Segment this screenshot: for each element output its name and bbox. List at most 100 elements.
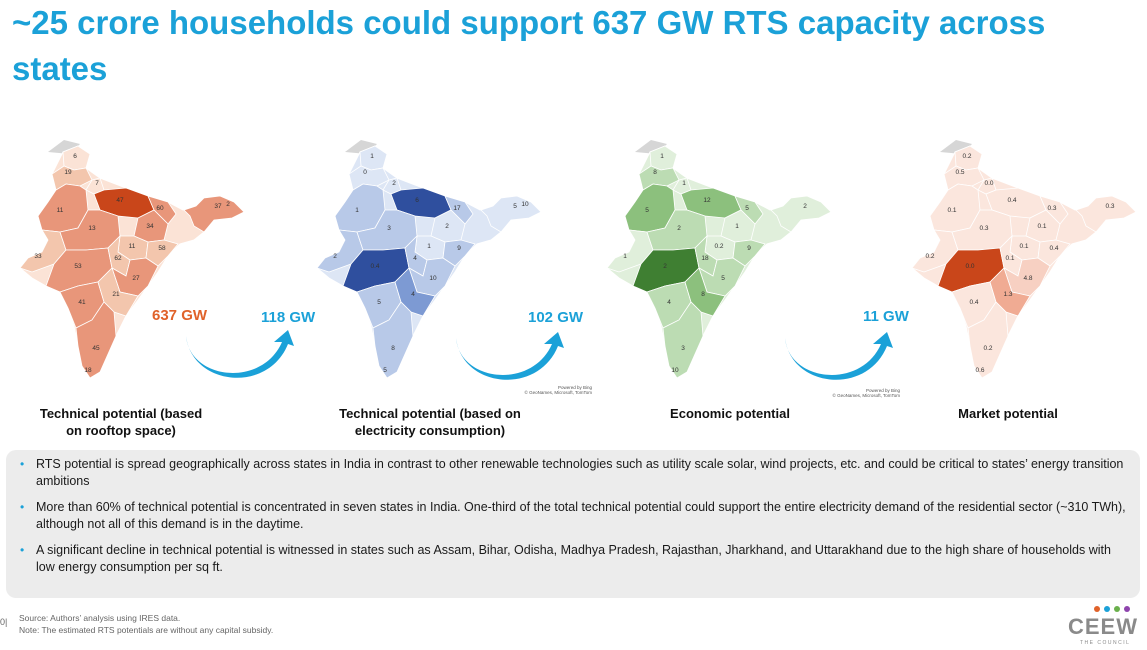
state-value-label: 2 bbox=[663, 263, 667, 270]
state-value-label: 18 bbox=[84, 367, 92, 374]
technical-potential-rooftop-map: 6 19 7 11 47 60 37 33 13 34 11 58 53 62 27 41 21 45 18 2 bbox=[8, 140, 258, 390]
bullet-icon: • bbox=[20, 457, 25, 471]
state-value-label: 45 bbox=[92, 345, 100, 352]
logo-subtitle: THE COUNCIL bbox=[1080, 640, 1131, 646]
state-region bbox=[1075, 195, 1137, 233]
state-value-label: 13 bbox=[88, 225, 96, 232]
state-value-label: 34 bbox=[146, 223, 154, 230]
gw-value-market: 11 GW bbox=[863, 308, 909, 325]
gw-value-technical-rooftop: 637 GW bbox=[152, 307, 208, 324]
key-findings-panel bbox=[6, 450, 1140, 598]
curved-arrow-icon bbox=[456, 332, 564, 380]
technical-potential-consumption-map: 1 0 2 1 6 17 5 2 3 2 1 9 0.4 4 10 5 4 8 5 10 bbox=[305, 140, 555, 390]
state-value-label: 1.3 bbox=[1003, 291, 1012, 298]
logo-dot bbox=[1124, 606, 1130, 612]
state-region bbox=[662, 301, 704, 379]
curved-arrow-icon bbox=[785, 332, 893, 380]
credit-line: Powered by Bing bbox=[557, 385, 592, 390]
state-value-label: 0.2 bbox=[714, 243, 723, 250]
state-value-label: 8 bbox=[391, 345, 395, 352]
state-value-label: 2 bbox=[677, 225, 681, 232]
logo-dot bbox=[1114, 606, 1120, 612]
state-value-label: 5 bbox=[513, 203, 517, 210]
state-value-label: 0.1 bbox=[1019, 243, 1028, 250]
gw-value-technical-consumption: 118 GW bbox=[261, 309, 316, 326]
state-value-label: 0.5 bbox=[955, 169, 964, 176]
state-value-label: 0.4 bbox=[1007, 197, 1016, 204]
state-value-label: 7 bbox=[95, 180, 99, 187]
state-value-label: 0.1 bbox=[1005, 255, 1014, 262]
state-value-label: 41 bbox=[78, 299, 86, 306]
state-value-label: 11 bbox=[129, 243, 136, 250]
state-value-label: 0.3 bbox=[1047, 205, 1056, 212]
state-value-label: 1 bbox=[370, 153, 374, 160]
state-value-label: 4 bbox=[413, 255, 417, 262]
state-value-label: 10 bbox=[521, 201, 529, 208]
credit-line: Powered by Bing bbox=[865, 388, 900, 393]
state-value-label: 4 bbox=[667, 299, 671, 306]
state-value-label: 5 bbox=[721, 275, 725, 282]
bullet-text: More than 60% of technical potential is … bbox=[36, 500, 1126, 531]
curved-arrow-icon bbox=[186, 330, 294, 378]
state-region bbox=[480, 195, 542, 233]
state-value-label: 0.4 bbox=[370, 263, 379, 270]
state-value-label: 10 bbox=[429, 275, 437, 282]
state-value-label: 8 bbox=[701, 291, 705, 298]
state-value-label: 9 bbox=[747, 245, 751, 252]
state-value-label: 27 bbox=[132, 275, 140, 282]
bullet-icon: • bbox=[20, 500, 25, 514]
state-value-label: 18 bbox=[701, 255, 709, 262]
state-region bbox=[183, 195, 245, 233]
state-value-label: 1 bbox=[355, 207, 359, 214]
india-map-svg-1: 6 19 7 11 47 60 37 33 13 34 11 58 53 62 27 41 21 45 18 2 bbox=[19, 140, 245, 379]
source-note: Source: Authors’ analysis using IRES dat… bbox=[19, 613, 181, 623]
key-findings-list: • RTS potential is spread geographically… bbox=[18, 456, 1128, 585]
india-map-svg-4: 0.2 0.5 0.0 0.1 0.4 0.3 0.3 0.2 0.3 0.1 0.1 0.4 0.0 0… bbox=[911, 140, 1137, 379]
state-value-label: 0.3 bbox=[979, 225, 988, 232]
ceew-logo: CEEW THE COUNCIL bbox=[1064, 606, 1144, 646]
logo-dot bbox=[1094, 606, 1100, 612]
state-value-label: 62 bbox=[114, 255, 122, 262]
map-label-technical-consumption: Technical potential (based on electricit… bbox=[339, 406, 521, 438]
state-value-label: 9 bbox=[457, 245, 461, 252]
state-region bbox=[147, 195, 177, 225]
credit-line: © GeoNames, Microsoft, TomTom bbox=[832, 393, 901, 398]
state-value-label: 5 bbox=[745, 205, 749, 212]
state-value-label: 1 bbox=[623, 253, 627, 260]
state-value-label: 12 bbox=[703, 197, 711, 204]
map-credit-2: Powered by Bing © GeoNames, Microsoft, T… bbox=[502, 385, 593, 395]
state-value-label: 2 bbox=[333, 253, 337, 260]
state-value-label: 3 bbox=[387, 225, 391, 232]
subsidy-note: Note: The estimated RTS potentials are w… bbox=[19, 625, 274, 635]
state-value-label: 0.0 bbox=[984, 180, 993, 187]
list-item: • RTS potential is spread geographically… bbox=[18, 456, 1128, 490]
state-region bbox=[372, 301, 414, 379]
state-value-label: 1 bbox=[660, 153, 664, 160]
bullet-icon: • bbox=[20, 543, 25, 557]
map-label-market: Market potential bbox=[958, 406, 1058, 421]
state-value-label: 1 bbox=[735, 223, 739, 230]
logo-dot bbox=[1104, 606, 1110, 612]
state-value-label: 3 bbox=[681, 345, 685, 352]
state-region bbox=[444, 195, 474, 225]
market-potential-map: 0.2 0.5 0.0 0.1 0.4 0.3 0.3 0.2 0.3 0.1 0.1 0.4 0.0 0… bbox=[900, 140, 1147, 390]
state-value-label: 11 bbox=[57, 207, 64, 214]
state-value-label: 53 bbox=[74, 263, 82, 270]
state-value-label: 0 bbox=[363, 169, 367, 176]
state-value-label: 0.2 bbox=[962, 153, 971, 160]
page-number: 0| bbox=[0, 617, 8, 627]
page-title: ~25 crore households could support 637 G… bbox=[12, 4, 1046, 87]
economic-potential-map: 1 8 1 5 12 5 2 1 2 1 0.2 9 2 18 5 4 8 3 10 bbox=[595, 140, 845, 390]
state-value-label: 0.2 bbox=[925, 253, 934, 260]
map-label-economic: Economic potential bbox=[670, 406, 790, 421]
state-value-label: 5 bbox=[377, 299, 381, 306]
state-value-label: 6 bbox=[73, 153, 77, 160]
bullet-text: A significant decline in technical poten… bbox=[36, 543, 1111, 574]
state-value-label: 0.1 bbox=[1037, 223, 1046, 230]
state-value-label: 10 bbox=[671, 367, 679, 374]
state-value-label: 0.1 bbox=[947, 207, 956, 214]
state-value-label: 0.3 bbox=[1105, 203, 1114, 210]
state-value-label: 60 bbox=[156, 205, 164, 212]
